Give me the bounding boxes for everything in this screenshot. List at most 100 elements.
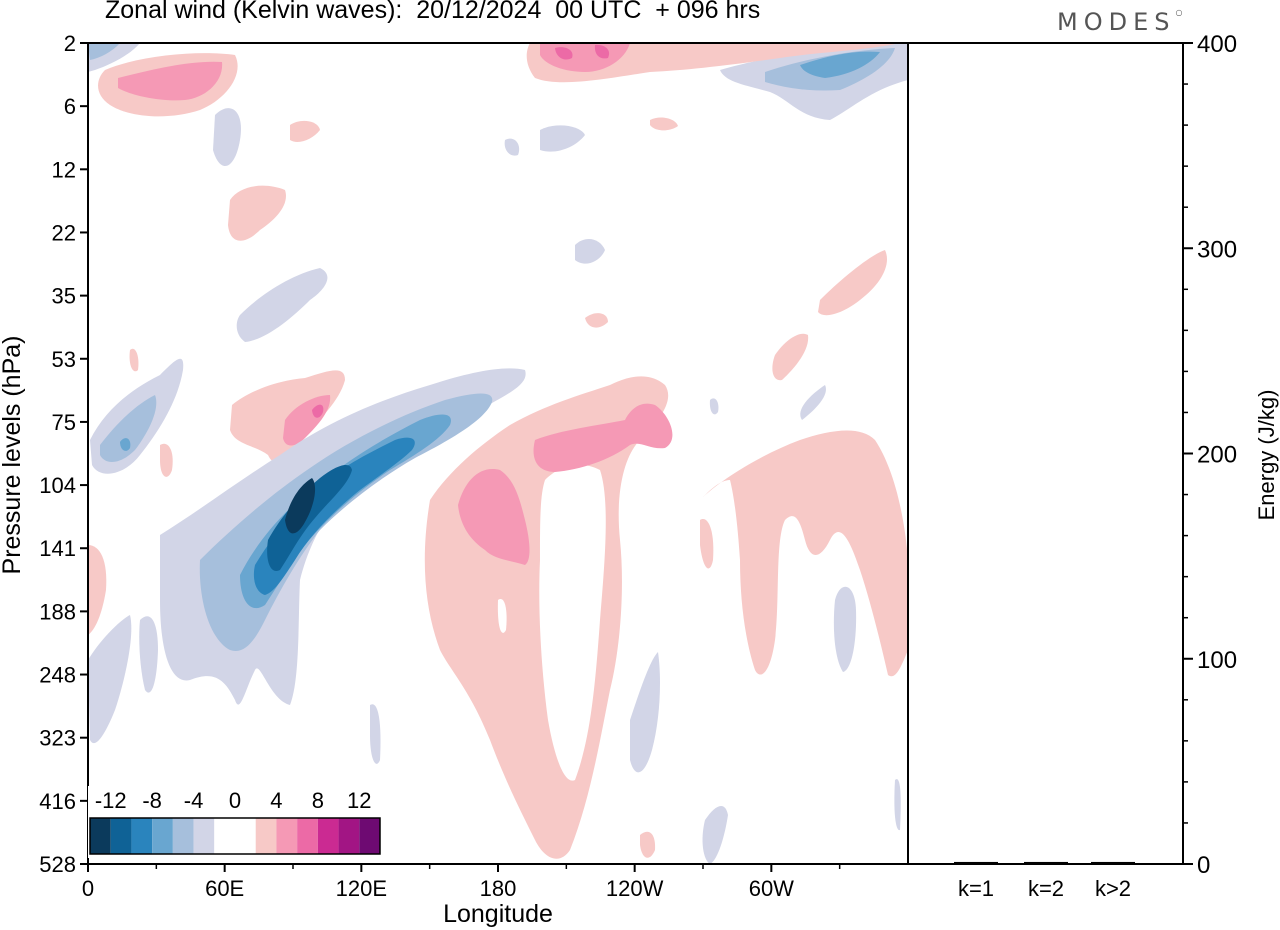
energy-bar <box>954 861 998 864</box>
pressure-tick-label: 528 <box>39 852 76 877</box>
longitude-tick-label: 120E <box>336 876 387 901</box>
contour-pos-right-strip <box>700 519 714 569</box>
colorbar-label: 8 <box>312 788 324 813</box>
energy-tick-label: 400 <box>1197 31 1237 58</box>
colorbar-swatch <box>235 818 256 854</box>
pressure-tick-label: 104 <box>39 473 76 498</box>
contour-pos-blob-3 <box>650 117 678 131</box>
contour-neg-left-75-3 <box>120 438 131 451</box>
energy-bar-label: k=2 <box>1028 876 1064 901</box>
contour-neg-lower-left-1 <box>88 615 132 744</box>
colorbar-label: 12 <box>347 788 371 813</box>
longitude-tick-label: 0 <box>82 876 94 901</box>
energy-bar-label: k=1 <box>958 876 994 901</box>
contour-neg-main-6 <box>285 478 316 534</box>
chart-title: Zonal wind (Kelvin waves): 20/12/2024 00… <box>105 0 761 24</box>
pressure-tick-label: 12 <box>52 157 76 182</box>
pressure-tick-label: 75 <box>52 410 76 435</box>
colorbar-swatch <box>297 818 318 854</box>
colorbar-swatch <box>359 818 380 854</box>
energy-bar-label: k>2 <box>1095 876 1131 901</box>
contour-pos-75-west <box>230 370 345 463</box>
contour-neg-right-oval <box>833 586 857 672</box>
colorbar-label: 0 <box>229 788 241 813</box>
longitude-tick-label: 60W <box>749 876 794 901</box>
contour-pos-blob-2 <box>290 120 320 142</box>
contour-white-hole-2 <box>497 599 507 633</box>
colorbar-swatch <box>193 818 215 854</box>
longitude-tick-label: 120W <box>606 876 664 901</box>
contour-neg-lower-left-3 <box>370 704 381 764</box>
colorbar-swatch <box>214 818 235 854</box>
colorbar: -12 -8 -4 0 4 8 12 <box>88 786 382 858</box>
longitude-axis: 0 60E 120E 180 120W 60W <box>82 864 841 901</box>
energy-axis-label: Energy (J/kg) <box>1254 390 1279 521</box>
contour-neg-blob-1 <box>213 108 241 167</box>
longitude-tick-label: 180 <box>480 876 517 901</box>
contour-neg-upper-left-2 <box>88 43 120 60</box>
colorbar-swatch <box>152 818 173 854</box>
colorbar-swatch <box>172 818 194 854</box>
energy-tick-label: 200 <box>1197 442 1237 469</box>
energy-bars: k=1 k=2 k>2 <box>954 861 1135 901</box>
colorbar-label: -4 <box>184 788 204 813</box>
pressure-tick-label: 53 <box>52 347 76 372</box>
y-axis-label: Pressure levels (hPa) <box>0 336 26 575</box>
contour-pos-top-middle-3 <box>555 44 610 60</box>
colorbar-label: 4 <box>270 788 282 813</box>
contour-neg-lower-left-2 <box>139 616 158 693</box>
colorbar-swatch <box>255 818 277 854</box>
colorbar-swatch <box>317 818 339 854</box>
contour-neg-band-35 <box>236 268 328 342</box>
colorbar-frame <box>89 817 381 855</box>
contour-pos-lower-small <box>640 831 656 858</box>
contour-pos-right-large <box>700 430 908 677</box>
contour-pos-right-2 <box>772 333 809 381</box>
pressure-tick-label: 6 <box>64 94 76 119</box>
contour-neg-left-75-2 <box>100 395 157 462</box>
colorbar-swatch <box>338 818 360 854</box>
colorbar-label: -12 <box>95 788 127 813</box>
colorbar-swatch <box>131 818 153 854</box>
pressure-tick-label: 35 <box>52 284 76 309</box>
contour-pos-left-edge <box>88 545 107 635</box>
contour-pos-central-3 <box>533 403 673 472</box>
contour-neg-lower-streak-2 <box>702 805 728 864</box>
pressure-tick-label: 188 <box>39 599 76 624</box>
pressure-tick-label: 323 <box>39 726 76 751</box>
energy-tick-label: 0 <box>1197 852 1210 879</box>
contour-pos-75-west-3 <box>312 404 324 418</box>
pressure-tick-label: 416 <box>39 789 76 814</box>
pressure-tick-label: 2 <box>64 31 76 56</box>
colorbar-swatch <box>276 818 298 854</box>
energy-bar <box>1024 861 1068 864</box>
modes-logo: MODES○ <box>1057 8 1183 36</box>
colorbar-swatch <box>90 818 111 854</box>
contour-neg-blob-3 <box>504 138 520 156</box>
contour-pos-right-1 <box>818 250 888 316</box>
contour-pos-blob-1 <box>228 185 286 241</box>
energy-axis: 0 100 200 300 400 <box>1183 31 1237 879</box>
contour-pos-upper-left-2 <box>118 61 223 101</box>
contour-neg-main-5 <box>267 464 352 571</box>
colorbar-label: -8 <box>142 788 162 813</box>
contour-field <box>88 43 908 864</box>
contour-neg-upper-right-3 <box>800 51 880 78</box>
longitude-tick-label: 60E <box>205 876 244 901</box>
contour-neg-right-small <box>709 398 719 415</box>
energy-tick-label: 300 <box>1197 236 1237 263</box>
pressure-axis: 2 6 12 22 35 53 75 104 141 188 248 323 416 528 <box>39 31 88 877</box>
contour-neg-blob-4 <box>575 238 605 264</box>
contour-neg-blob-2 <box>540 125 585 152</box>
energy-bar <box>1091 861 1135 864</box>
pressure-tick-label: 248 <box>39 663 76 688</box>
contour-neg-lower-streak <box>630 652 660 773</box>
brand-text: MODES <box>1057 8 1176 36</box>
x-axis-label: Longitude <box>443 900 553 928</box>
contour-neg-right-small-2 <box>800 385 826 420</box>
pressure-tick-label: 22 <box>52 220 76 245</box>
contour-white-hole-1 <box>539 464 606 781</box>
contour-pos-small-4 <box>129 348 139 372</box>
contour-neg-main-4 <box>253 437 415 595</box>
